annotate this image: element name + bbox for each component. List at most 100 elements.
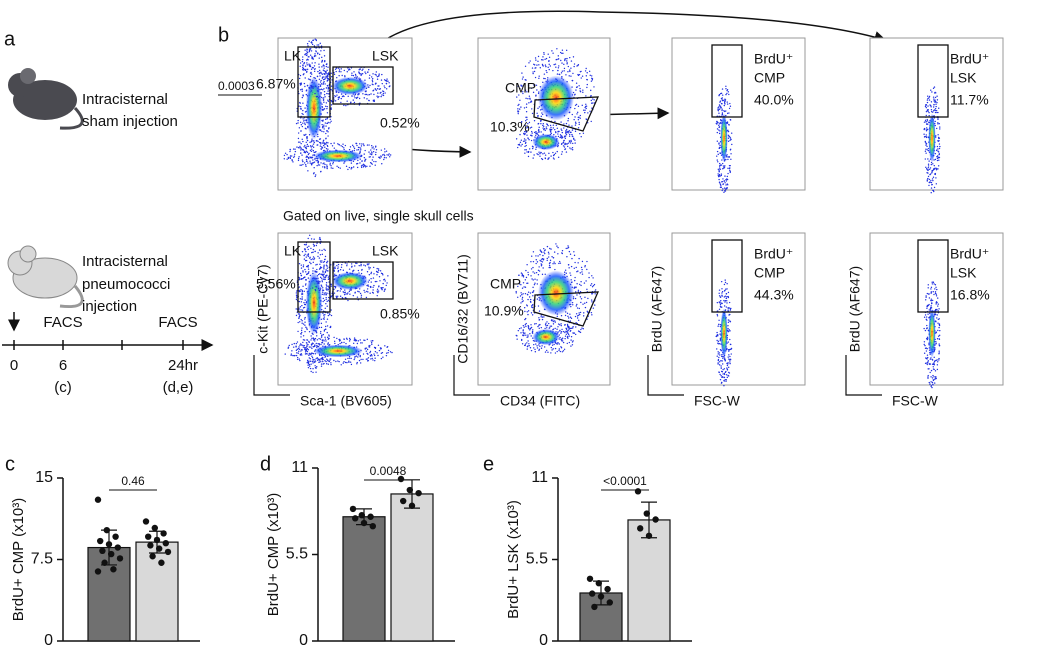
event-dot bbox=[304, 276, 305, 277]
event-dot bbox=[721, 360, 722, 361]
event-dot bbox=[724, 377, 725, 378]
event-dot bbox=[541, 345, 542, 346]
event-dot bbox=[578, 312, 579, 313]
event-dot bbox=[553, 157, 554, 158]
event-dot bbox=[928, 169, 929, 170]
event-dot bbox=[316, 140, 317, 141]
event-dot bbox=[570, 275, 571, 276]
event-dot bbox=[319, 361, 320, 362]
event-dot bbox=[381, 156, 382, 157]
event-dot bbox=[567, 324, 568, 325]
event-dot bbox=[535, 57, 536, 58]
event-dot bbox=[566, 248, 567, 249]
event-dot bbox=[377, 76, 378, 77]
event-dot bbox=[552, 70, 553, 71]
event-dot bbox=[531, 135, 532, 136]
event-dot bbox=[312, 268, 313, 269]
event-dot bbox=[310, 353, 311, 354]
event-dot bbox=[323, 343, 324, 344]
event-dot bbox=[727, 325, 728, 326]
event-dot bbox=[723, 192, 724, 193]
event-dot bbox=[359, 162, 360, 163]
event-dot bbox=[381, 163, 382, 164]
event-dot bbox=[300, 147, 301, 148]
event-dot bbox=[325, 277, 326, 278]
event-dot bbox=[321, 323, 322, 324]
event-dot bbox=[546, 327, 547, 328]
event-dot bbox=[331, 309, 332, 310]
event-dot bbox=[355, 143, 356, 144]
event-dot bbox=[372, 73, 373, 74]
event-dot bbox=[543, 54, 544, 55]
event-dot bbox=[374, 100, 375, 101]
event-dot bbox=[314, 340, 315, 341]
event-dot bbox=[319, 273, 320, 274]
event-dot bbox=[519, 144, 520, 145]
y-axis-label: BrdU+ CMP (x10³) bbox=[265, 493, 282, 617]
event-dot bbox=[313, 259, 314, 260]
event-dot bbox=[309, 50, 310, 51]
event-dot bbox=[580, 115, 581, 116]
event-dot bbox=[530, 299, 531, 300]
event-dot bbox=[545, 66, 546, 67]
event-dot bbox=[560, 332, 561, 333]
event-dot bbox=[350, 339, 351, 340]
event-dot bbox=[581, 136, 582, 137]
event-dot bbox=[933, 96, 934, 97]
event-dot bbox=[723, 380, 724, 381]
event-dot bbox=[577, 270, 578, 271]
event-dot bbox=[539, 346, 540, 347]
event-dot bbox=[308, 349, 309, 350]
event-dot bbox=[521, 294, 522, 295]
event-dot bbox=[369, 85, 370, 86]
event-dot bbox=[307, 156, 308, 157]
event-dot bbox=[362, 73, 363, 74]
event-dot bbox=[590, 285, 591, 286]
event-dot bbox=[929, 169, 930, 170]
event-dot bbox=[313, 77, 314, 78]
event-dot bbox=[520, 292, 521, 293]
event-dot bbox=[292, 355, 293, 356]
event-dot bbox=[573, 119, 574, 120]
event-dot bbox=[587, 79, 588, 80]
event-dot bbox=[320, 143, 321, 144]
event-dot bbox=[563, 123, 564, 124]
event-dot bbox=[300, 89, 301, 90]
event-dot bbox=[931, 385, 932, 386]
event-dot bbox=[567, 343, 568, 344]
event-dot bbox=[924, 353, 925, 354]
event-dot bbox=[325, 321, 326, 322]
event-dot bbox=[310, 363, 311, 364]
event-dot bbox=[353, 295, 354, 296]
event-dot bbox=[720, 360, 721, 361]
event-dot bbox=[566, 134, 567, 135]
event-dot bbox=[731, 348, 732, 349]
event-dot bbox=[353, 99, 354, 100]
event-dot bbox=[569, 134, 570, 135]
event-dot bbox=[323, 82, 324, 83]
event-dot bbox=[301, 299, 302, 300]
event-dot bbox=[335, 69, 336, 70]
event-dot bbox=[327, 325, 328, 326]
event-dot bbox=[368, 69, 369, 70]
event-dot bbox=[557, 253, 558, 254]
event-dot bbox=[319, 96, 320, 97]
event-dot bbox=[323, 128, 324, 129]
event-dot bbox=[379, 280, 380, 281]
event-dot bbox=[322, 254, 323, 255]
event-dot bbox=[300, 106, 301, 107]
event-dot bbox=[530, 151, 531, 152]
event-dot bbox=[569, 57, 570, 58]
event-dot bbox=[728, 91, 729, 92]
event-dot bbox=[549, 69, 550, 70]
event-dot bbox=[308, 146, 309, 147]
event-dot bbox=[537, 347, 538, 348]
event-dot bbox=[314, 71, 315, 72]
event-dot bbox=[315, 264, 316, 265]
event-dot bbox=[933, 169, 934, 170]
event-dot bbox=[299, 315, 300, 316]
event-dot bbox=[936, 110, 937, 111]
event-dot bbox=[369, 77, 370, 78]
event-dot bbox=[365, 159, 366, 160]
event-dot bbox=[347, 169, 348, 170]
